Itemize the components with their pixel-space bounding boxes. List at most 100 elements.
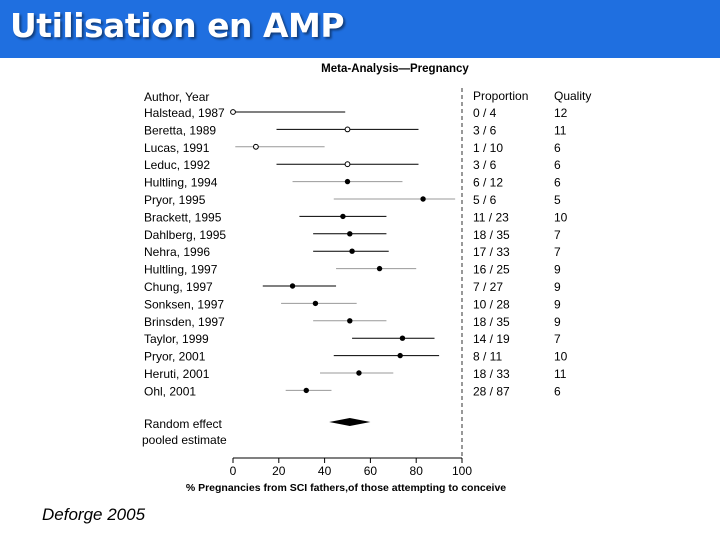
proportion-value: 17 / 33 <box>473 245 510 259</box>
quality-value: 7 <box>554 245 561 259</box>
study-label: Nehra, 1996 <box>144 245 210 259</box>
proportion-value: 18 / 35 <box>473 228 510 242</box>
proportion-value: 28 / 87 <box>473 384 510 398</box>
study-label: Heruti, 2001 <box>144 367 210 381</box>
proportion-value: 16 / 25 <box>473 263 510 277</box>
quality-value: 5 <box>554 193 561 207</box>
study-row: Heruti, 2001 18 / 33 11 <box>144 367 567 381</box>
point-estimate <box>340 213 346 220</box>
x-tick-label: 60 <box>364 464 378 478</box>
proportion-value: 8 / 11 <box>473 350 502 364</box>
point-estimate <box>356 370 362 376</box>
study-row: Pryor, 1995 5 / 6 5 <box>144 193 561 207</box>
study-label: Pryor, 2001 <box>144 350 206 364</box>
x-tick-label: 80 <box>410 464 424 478</box>
point-estimate <box>253 143 259 150</box>
proportion-value: 10 / 28 <box>473 297 510 311</box>
study-row: Brackett, 1995 11 / 23 10 <box>144 210 568 224</box>
proportion-value: 18 / 35 <box>473 315 510 329</box>
quality-value: 6 <box>554 158 561 172</box>
point-estimate <box>344 126 351 133</box>
proportion-value: 7 / 27 <box>473 280 503 294</box>
point-estimate <box>349 248 355 254</box>
x-tick-label: 100 <box>452 464 472 478</box>
proportion-value: 18 / 33 <box>473 367 510 381</box>
pooled-label-line2: pooled estimate <box>142 433 227 447</box>
proportion-value: 3 / 6 <box>473 123 497 137</box>
quality-value: 12 <box>554 106 568 120</box>
study-label: Hultling, 1997 <box>144 263 218 277</box>
point-estimate <box>376 265 383 272</box>
study-label: Ohl, 2001 <box>144 384 196 398</box>
quality-value: 11 <box>554 367 567 381</box>
study-label: Halstead, 1987 <box>144 106 225 120</box>
column-header-study: Author, Year <box>144 90 209 104</box>
quality-value: 7 <box>554 228 561 242</box>
point-estimate <box>420 196 426 202</box>
study-label: Beretta, 1989 <box>144 123 216 137</box>
study-row: Hultling, 1997 16 / 25 9 <box>144 263 561 277</box>
point-estimate <box>289 283 296 289</box>
quality-value: 9 <box>554 297 561 311</box>
study-label: Hultling, 1994 <box>144 176 218 190</box>
forest-plot: Meta-Analysis—Pregnancy Author, Year Pro… <box>142 63 591 494</box>
study-label: Brackett, 1995 <box>144 210 222 224</box>
point-estimate <box>347 231 353 237</box>
quality-value: 6 <box>554 176 561 190</box>
point-estimate <box>347 318 353 324</box>
study-row: Nehra, 1996 17 / 33 7 <box>144 245 561 259</box>
proportion-value: 0 / 4 <box>473 106 497 120</box>
study-label: Brinsden, 1997 <box>144 315 225 329</box>
quality-value: 6 <box>554 141 561 155</box>
study-row: Lucas, 1991 1 / 10 6 <box>144 141 561 155</box>
quality-value: 9 <box>554 263 561 277</box>
quality-value: 7 <box>554 332 561 346</box>
quality-value: 11 <box>554 123 567 137</box>
study-label: Dahlberg, 1995 <box>144 228 226 242</box>
quality-value: 10 <box>554 350 568 364</box>
x-tick-label: 20 <box>272 464 286 478</box>
proportion-value: 3 / 6 <box>473 158 497 172</box>
proportion-value: 1 / 10 <box>473 141 503 155</box>
quality-value: 9 <box>554 280 561 294</box>
x-tick-label: 0 <box>230 464 237 478</box>
study-row: Brinsden, 1997 18 / 35 9 <box>144 315 561 329</box>
study-row: Chung, 1997 7 / 27 9 <box>144 280 561 294</box>
study-label: Pryor, 1995 <box>144 193 206 207</box>
study-row: Halstead, 1987 0 / 4 12 <box>144 106 568 120</box>
proportion-value: 5 / 6 <box>473 193 497 207</box>
pooled-label-line1: Random effect <box>144 417 222 431</box>
quality-value: 6 <box>554 384 561 398</box>
point-estimate <box>312 300 319 307</box>
point-estimate <box>344 178 351 185</box>
proportion-value: 11 / 23 <box>473 210 509 224</box>
proportion-value: 6 / 12 <box>473 176 503 190</box>
study-row: Ohl, 2001 28 / 87 6 <box>144 384 561 398</box>
pooled-estimate-diamond <box>329 418 371 426</box>
study-row: Pryor, 2001 8 / 11 10 <box>144 350 568 364</box>
column-header-quality: Quality <box>554 89 591 103</box>
study-label: Taylor, 1999 <box>144 332 209 346</box>
study-row: Dahlberg, 1995 18 / 35 7 <box>144 228 561 242</box>
study-row: Sonksen, 1997 10 / 28 9 <box>144 297 561 311</box>
x-axis-label: % Pregnancies from SCI fathers,of those … <box>186 482 506 494</box>
slide-title-bar: Utilisation en AMP <box>0 0 720 58</box>
study-row: Beretta, 1989 3 / 6 11 <box>144 123 567 137</box>
source-caption: Deforge 2005 <box>42 505 146 524</box>
point-estimate <box>230 109 236 115</box>
study-row: Taylor, 1999 14 / 19 7 <box>144 332 561 346</box>
column-header-proportion: Proportion <box>473 89 528 103</box>
point-estimate <box>397 352 403 359</box>
point-estimate <box>399 335 406 341</box>
quality-value: 9 <box>554 315 561 329</box>
point-estimate <box>303 387 309 394</box>
study-label: Sonksen, 1997 <box>144 297 224 311</box>
proportion-value: 14 / 19 <box>473 332 510 346</box>
slide-title: Utilisation en AMP <box>10 6 345 45</box>
chart-title: Meta-Analysis—Pregnancy <box>321 63 469 75</box>
point-estimate <box>344 161 351 168</box>
study-label: Lucas, 1991 <box>144 141 210 155</box>
study-label: Leduc, 1992 <box>144 158 210 172</box>
study-row: Hultling, 1994 6 / 12 6 <box>144 176 561 190</box>
quality-value: 10 <box>554 210 568 224</box>
